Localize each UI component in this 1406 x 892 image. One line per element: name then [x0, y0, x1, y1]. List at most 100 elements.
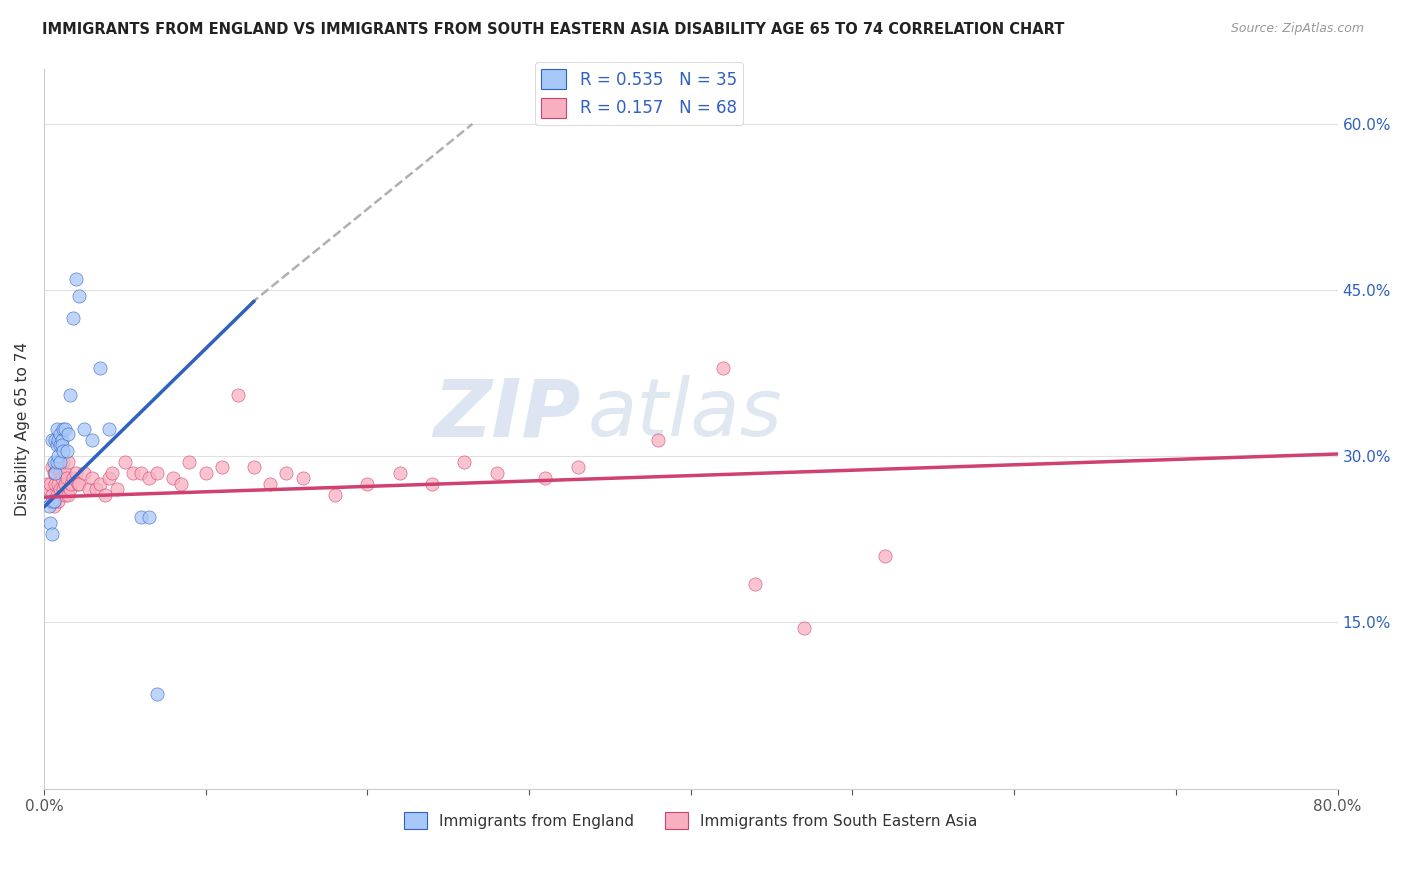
Point: [73, 466, 96, 480]
Point: [52, 483, 75, 497]
Point: [259, 476, 281, 491]
Point: [534, 471, 557, 485]
Point: [101, 466, 124, 480]
Point: [55, 471, 77, 485]
Point: [162, 471, 184, 485]
Point: [65, 272, 87, 286]
Point: [138, 471, 160, 485]
Point: [485, 466, 508, 480]
Point: [647, 433, 669, 447]
Text: atlas: atlas: [588, 376, 782, 453]
Point: [73, 421, 96, 435]
Point: [41, 433, 63, 447]
Point: [84, 483, 107, 497]
Text: ZIP: ZIP: [433, 376, 581, 453]
Point: [53, 466, 76, 480]
Point: [38, 483, 60, 497]
Point: [45, 460, 67, 475]
Point: [56, 455, 79, 469]
Point: [42, 455, 65, 469]
Point: [420, 476, 443, 491]
Point: [711, 360, 734, 375]
Point: [44, 466, 66, 480]
Point: [48, 493, 70, 508]
Point: [45, 455, 67, 469]
Point: [51, 438, 73, 452]
Point: [48, 433, 70, 447]
Point: [52, 455, 75, 469]
Point: [62, 310, 84, 325]
Point: [41, 460, 63, 475]
Y-axis label: Disability Age 65 to 74: Disability Age 65 to 74: [15, 342, 30, 516]
Point: [37, 476, 59, 491]
Point: [323, 488, 346, 502]
Point: [82, 471, 104, 485]
Point: [44, 493, 66, 508]
Point: [41, 488, 63, 502]
Point: [59, 483, 82, 497]
Text: Source: ZipAtlas.com: Source: ZipAtlas.com: [1230, 22, 1364, 36]
Point: [41, 493, 63, 508]
Point: [49, 455, 72, 469]
Point: [48, 476, 70, 491]
Point: [65, 466, 87, 480]
Point: [276, 466, 298, 480]
Point: [49, 483, 72, 497]
Point: [138, 510, 160, 524]
Point: [94, 488, 117, 502]
Point: [44, 466, 66, 480]
Point: [114, 455, 136, 469]
Point: [146, 687, 169, 701]
Point: [59, 388, 82, 402]
Point: [38, 499, 60, 513]
Point: [44, 476, 66, 491]
Point: [69, 288, 91, 302]
Point: [105, 483, 128, 497]
Point: [89, 476, 111, 491]
Point: [243, 460, 266, 475]
Point: [44, 433, 66, 447]
Point: [179, 455, 201, 469]
Point: [129, 466, 152, 480]
Point: [291, 471, 314, 485]
Point: [388, 466, 411, 480]
Point: [39, 516, 62, 530]
Point: [55, 443, 77, 458]
Point: [66, 476, 89, 491]
Point: [45, 438, 67, 452]
Point: [82, 433, 104, 447]
Point: [89, 360, 111, 375]
Point: [97, 471, 120, 485]
Point: [52, 443, 75, 458]
Point: [41, 526, 63, 541]
Point: [56, 488, 79, 502]
Point: [97, 421, 120, 435]
Point: [53, 488, 76, 502]
Point: [77, 483, 100, 497]
Point: [121, 466, 143, 480]
Point: [744, 576, 766, 591]
Point: [45, 488, 67, 502]
Point: [49, 438, 72, 452]
Point: [51, 433, 73, 447]
Point: [53, 476, 76, 491]
Point: [453, 455, 475, 469]
Legend: Immigrants from England, Immigrants from South Eastern Asia: Immigrants from England, Immigrants from…: [398, 806, 983, 835]
Point: [69, 476, 91, 491]
Point: [39, 476, 62, 491]
Point: [51, 471, 73, 485]
Point: [129, 510, 152, 524]
Point: [793, 621, 815, 635]
Point: [52, 421, 75, 435]
Point: [356, 476, 378, 491]
Point: [211, 460, 233, 475]
Point: [45, 421, 67, 435]
Point: [873, 549, 896, 563]
Point: [170, 476, 193, 491]
Point: [42, 493, 65, 508]
Point: [56, 427, 79, 442]
Point: [146, 466, 169, 480]
Point: [60, 476, 83, 491]
Point: [226, 388, 249, 402]
Point: [194, 466, 217, 480]
